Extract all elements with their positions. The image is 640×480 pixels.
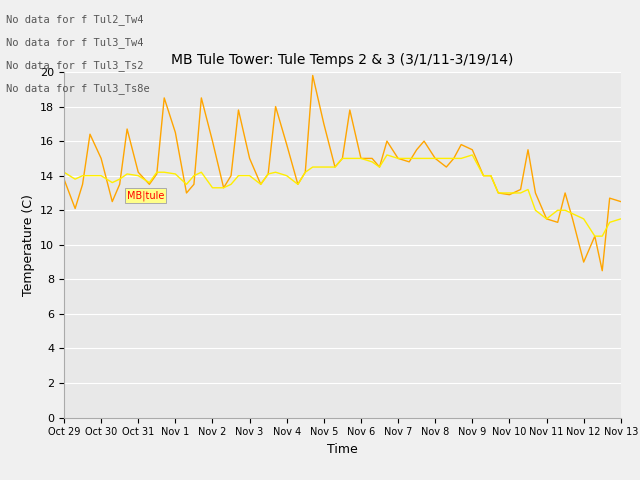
Tul2_Ts-8	[405, 156, 413, 161]
X-axis label: Time: Time	[327, 443, 358, 456]
Tul2_Ts-2	[617, 199, 625, 204]
Tul2_Ts-2	[598, 268, 606, 274]
Tul2_Ts-8	[554, 207, 561, 213]
Text: No data for f Tul3_Ts2: No data for f Tul3_Ts2	[6, 60, 144, 71]
Tul2_Ts-2	[60, 176, 68, 182]
Tul2_Ts-8	[617, 216, 625, 222]
Tul2_Ts-2	[309, 72, 317, 78]
Tul2_Ts-2	[554, 219, 561, 225]
Tul2_Ts-2	[368, 156, 376, 161]
Line: Tul2_Ts-2: Tul2_Ts-2	[64, 75, 621, 271]
Tul2_Ts-8	[60, 169, 68, 175]
Tul2_Ts-8	[172, 171, 179, 177]
Y-axis label: Temperature (C): Temperature (C)	[22, 194, 35, 296]
Text: No data for f Tul3_Tw4: No data for f Tul3_Tw4	[6, 36, 144, 48]
Text: No data for f Tul2_Tw4: No data for f Tul2_Tw4	[6, 13, 144, 24]
Tul2_Ts-8	[257, 181, 264, 187]
Tul2_Ts-8	[357, 156, 365, 161]
Tul2_Ts-2	[405, 159, 413, 165]
Tul2_Ts-2	[257, 181, 264, 187]
Line: Tul2_Ts-8: Tul2_Ts-8	[64, 155, 621, 236]
Text: MB|tule: MB|tule	[127, 190, 164, 201]
Tul2_Ts-8	[591, 233, 598, 239]
Tul2_Ts-8	[383, 152, 391, 158]
Tul2_Ts-2	[172, 130, 179, 135]
Tul2_Ts-2	[190, 181, 198, 187]
Title: MB Tule Tower: Tule Temps 2 & 3 (3/1/11-3/19/14): MB Tule Tower: Tule Temps 2 & 3 (3/1/11-…	[172, 53, 513, 67]
Tul2_Ts-8	[190, 173, 198, 179]
Text: No data for f Tul3_Ts8e: No data for f Tul3_Ts8e	[6, 83, 150, 94]
